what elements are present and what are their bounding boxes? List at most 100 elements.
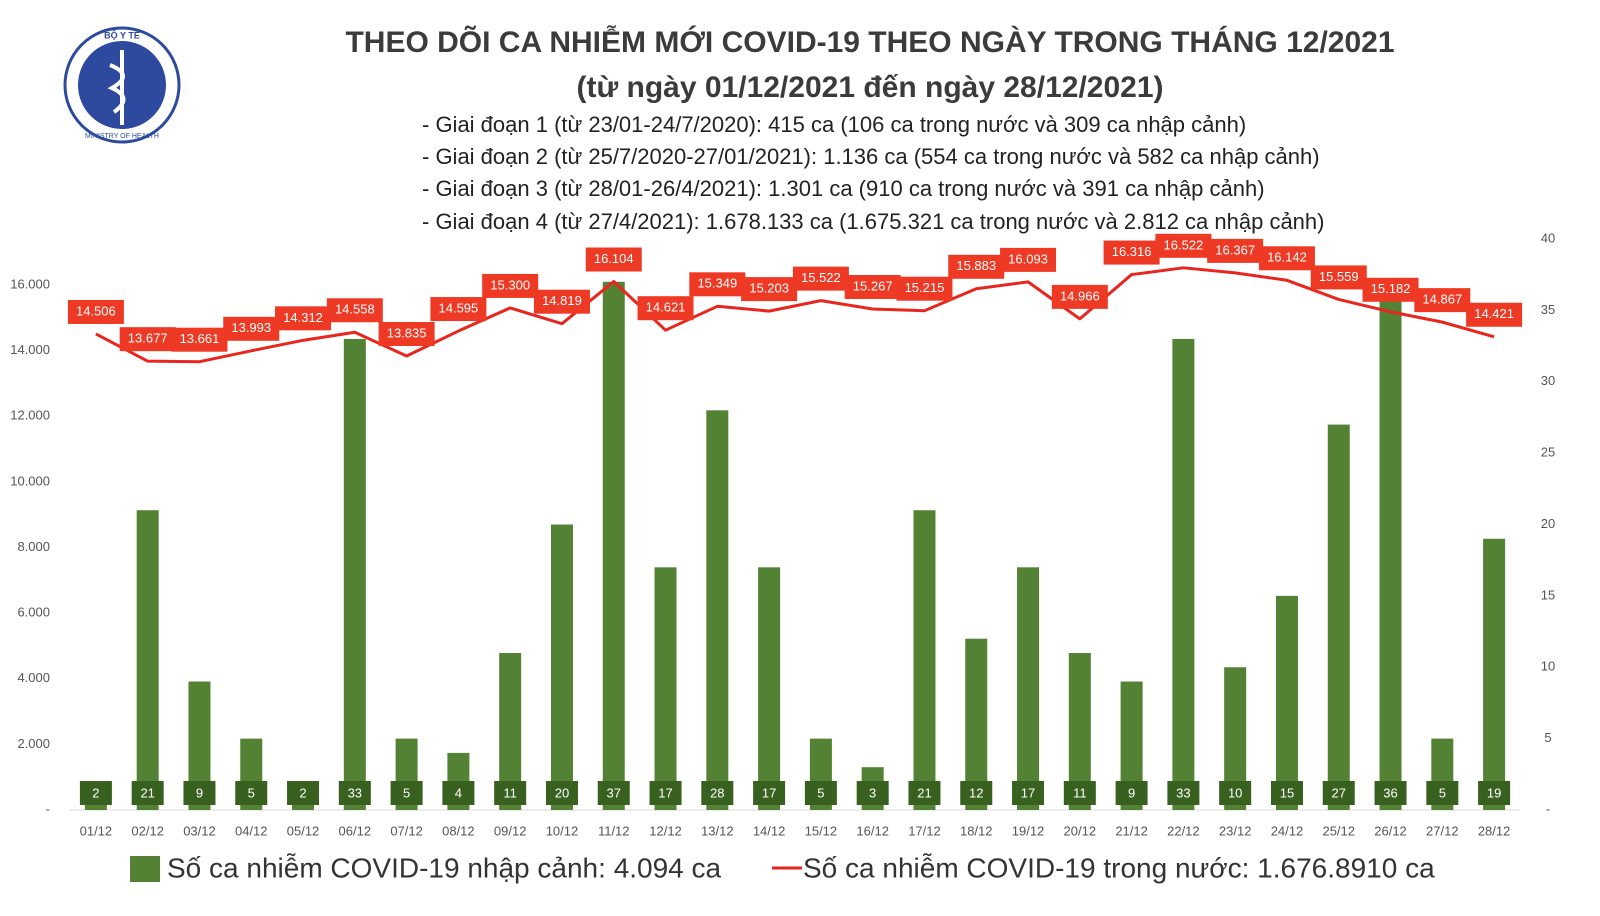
x-tick-label: 09/12 <box>494 823 527 838</box>
logo-emblem <box>107 50 126 125</box>
y-tick-label: 16.000 <box>10 276 50 291</box>
x-tick-label: 23/12 <box>1219 823 1252 838</box>
bar-label: 19 <box>1487 785 1501 800</box>
line-label-box <box>689 272 746 297</box>
x-tick-label: 16/12 <box>856 823 889 838</box>
line-label: 16.104 <box>594 251 634 266</box>
line-label: 14.621 <box>646 300 686 315</box>
line-label: 15.182 <box>1371 281 1411 296</box>
bar <box>1275 595 1298 810</box>
line-label-box <box>1414 288 1471 313</box>
line-label-box <box>585 247 642 272</box>
bar-label-box <box>960 781 993 805</box>
x-tick-label: 24/12 <box>1271 823 1304 838</box>
line <box>95 266 1495 364</box>
bar-label: 10 <box>1228 785 1242 800</box>
line-label-box <box>171 327 228 352</box>
bar-label: 12 <box>969 785 983 800</box>
line-label: 16.367 <box>1215 242 1255 257</box>
bar-label: 5 <box>817 785 824 800</box>
y2-tick-label: 35 <box>1541 302 1555 317</box>
y-tick-label: 6.000 <box>17 605 50 620</box>
x-tick-label: 04/12 <box>235 823 268 838</box>
bar <box>706 410 729 810</box>
line-label: 14.819 <box>542 293 582 308</box>
bar-label-box <box>597 781 630 805</box>
bar-label: 9 <box>196 785 203 800</box>
x-tick-label: 17/12 <box>908 823 941 838</box>
line-label: 14.867 <box>1422 292 1462 307</box>
bar-label: 4 <box>455 785 462 800</box>
x-tick-label: 08/12 <box>442 823 475 838</box>
line-label-box <box>637 296 694 321</box>
bar-label-box <box>338 781 371 805</box>
bar <box>758 567 781 810</box>
line-label: 13.993 <box>231 320 271 335</box>
line-label: 13.835 <box>387 325 427 340</box>
line-label-box <box>1103 240 1160 265</box>
bar-label: 5 <box>403 785 410 800</box>
bar-label: 2 <box>92 785 99 800</box>
line-label: 16.316 <box>1112 244 1152 259</box>
bar-label-box <box>649 781 682 805</box>
line-label-box <box>1310 265 1367 290</box>
bar-label-box <box>1322 781 1355 805</box>
bar <box>1483 538 1506 810</box>
bar-label: 33 <box>1176 785 1190 800</box>
chart-title: (từ ngày 01/12/2021 đến ngày 28/12/2021) <box>576 71 1163 104</box>
bar-label: 5 <box>248 785 255 800</box>
y2-tick-label: 40 <box>1541 230 1555 245</box>
bar <box>1172 338 1195 810</box>
line-label-box <box>482 273 539 298</box>
bar-label-box <box>1063 781 1096 805</box>
bar-label-box <box>235 781 268 805</box>
chart-title: THEO DÕI CA NHIỄM MỚI COVID-19 THEO NGÀY… <box>345 25 1394 59</box>
bar-label: 37 <box>607 785 621 800</box>
bar-label-box <box>1478 781 1511 805</box>
line-label: 14.595 <box>439 300 479 315</box>
x-tick-label: 19/12 <box>1012 823 1045 838</box>
line-label-box <box>1207 238 1264 263</box>
bar-label: 11 <box>503 785 517 800</box>
logo-bottom: MINISTRY OF HEALTH <box>85 133 159 140</box>
legend-label: Số ca nhiễm COVID-19 nhập cảnh: 4.094 ca <box>167 852 722 883</box>
line-label: 15.883 <box>956 258 996 273</box>
annotation: - Giai đoạn 1 (từ 23/01-24/7/2020): 415 … <box>422 112 1246 137</box>
bar-label-box <box>1167 781 1200 805</box>
line-label: 15.267 <box>853 278 893 293</box>
bar-label: 33 <box>348 785 362 800</box>
x-tick-label: 26/12 <box>1374 823 1407 838</box>
x-tick-label: 18/12 <box>960 823 993 838</box>
line-label-box <box>1362 277 1419 302</box>
bar-label-box <box>804 781 837 805</box>
bar-label: 21 <box>140 785 154 800</box>
annotation: - Giai đoạn 3 (từ 28/01-26/4/2021): 1.30… <box>422 176 1265 201</box>
x-tick-label: 02/12 <box>131 823 164 838</box>
x-tick-label: 07/12 <box>390 823 423 838</box>
line-label: 14.558 <box>335 302 375 317</box>
bar-label-box <box>1374 781 1407 805</box>
bar-label: 3 <box>869 785 876 800</box>
bar-label-box <box>494 781 527 805</box>
x-tick-label: 28/12 <box>1478 823 1511 838</box>
bar-label: 9 <box>1128 785 1135 800</box>
line-label-box <box>741 277 798 302</box>
y-tick-label: 14.000 <box>10 342 50 357</box>
x-tick-label: 13/12 <box>701 823 734 838</box>
bar <box>136 510 159 810</box>
line-label: 15.559 <box>1319 269 1359 284</box>
bar <box>1120 681 1143 810</box>
y-tick-label: 2.000 <box>17 736 50 751</box>
bar-label-box <box>1012 781 1045 805</box>
y2-tick-label: - <box>1546 801 1550 816</box>
y-tick-label: - <box>46 801 50 816</box>
logo: BỘ Y TẾ MINISTRY OF HEALTH <box>63 26 181 144</box>
line-label-box <box>1466 302 1523 327</box>
line-label: 15.522 <box>801 270 841 285</box>
x-tick-label: 01/12 <box>80 823 113 838</box>
x-tick-label: 27/12 <box>1426 823 1459 838</box>
bar-label: 28 <box>710 785 724 800</box>
bar-label-box <box>908 781 941 805</box>
line-label: 15.215 <box>905 280 945 295</box>
y2-tick-label: 5 <box>1544 730 1551 745</box>
